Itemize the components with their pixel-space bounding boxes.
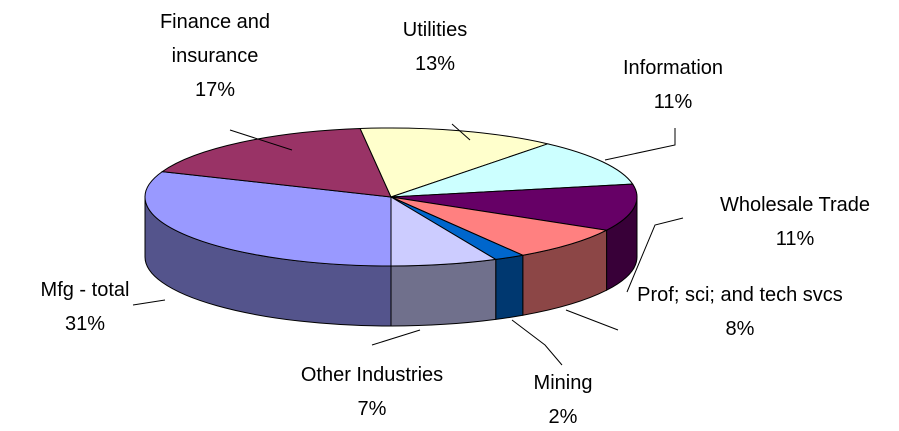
value-label: 2% xyxy=(548,406,578,428)
category-label: Finance and insurance xyxy=(159,11,271,67)
slice xyxy=(390,183,638,231)
slice-label: Mfg - total 31% xyxy=(5,273,165,341)
leader-line xyxy=(604,128,676,161)
category-label: Prof; sci; and tech svcs xyxy=(637,284,843,306)
slice-label: Prof; sci; and tech svcs 8% xyxy=(635,278,845,346)
value-label: 13% xyxy=(414,53,456,75)
slice xyxy=(390,196,498,267)
slice xyxy=(390,196,609,256)
value-label: 31% xyxy=(64,313,106,335)
value-label: 7% xyxy=(357,398,387,420)
slice-label: Utilities 13% xyxy=(355,13,515,81)
slice xyxy=(390,143,634,198)
leader-line xyxy=(626,217,684,293)
value-label: 11% xyxy=(653,91,693,113)
category-label: Other Industries xyxy=(300,364,444,386)
slice-side xyxy=(495,254,524,321)
value-label: 11% xyxy=(775,228,815,250)
slice-label: Information 11% xyxy=(573,51,773,119)
leader-line xyxy=(565,309,619,331)
slice-label: Wholesale Trade 11% xyxy=(685,188,899,256)
category-label: Information xyxy=(622,57,724,79)
category-label: Mfg - total xyxy=(40,279,130,301)
slice-label: Other Industries 7% xyxy=(262,358,482,426)
leader-line xyxy=(371,329,421,346)
category-label: Utilities xyxy=(402,19,468,41)
leader-line xyxy=(451,123,471,141)
category-label: Mining xyxy=(533,372,593,394)
slice xyxy=(160,128,392,198)
leader-line xyxy=(132,299,166,306)
leader-line xyxy=(511,319,563,366)
category-label: Wholesale Trade xyxy=(719,194,871,216)
slice-label: Mining 2% xyxy=(503,366,623,431)
slice-side xyxy=(390,258,497,327)
leader-line xyxy=(229,129,293,151)
value-label: 8% xyxy=(725,318,755,340)
slice xyxy=(144,171,392,267)
slice-label: Finance and insurance 17% xyxy=(145,5,285,107)
value-label: 17% xyxy=(194,79,236,101)
